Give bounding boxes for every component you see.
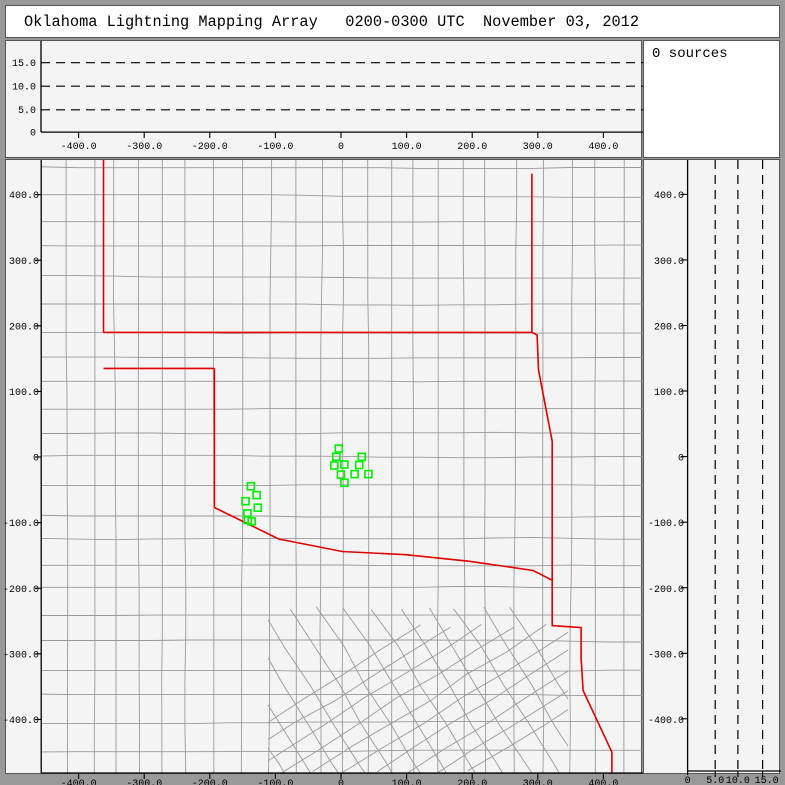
svg-text:-300.0: -300.0 bbox=[648, 650, 684, 661]
svg-text:-400.0: -400.0 bbox=[3, 716, 39, 727]
svg-text:-200.0: -200.0 bbox=[192, 779, 228, 785]
svg-text:0: 0 bbox=[685, 776, 691, 785]
svg-text:-100.0: -100.0 bbox=[257, 142, 293, 153]
svg-text:-300.0: -300.0 bbox=[126, 142, 162, 153]
svg-text:-100.0: -100.0 bbox=[257, 779, 293, 785]
svg-text:200.0: 200.0 bbox=[654, 322, 684, 333]
svg-text:10.0: 10.0 bbox=[726, 776, 750, 785]
svg-text:-400.0: -400.0 bbox=[648, 716, 684, 727]
svg-text:0: 0 bbox=[678, 454, 684, 465]
svg-text:400.0: 400.0 bbox=[588, 779, 618, 785]
svg-text:15.0: 15.0 bbox=[12, 59, 36, 70]
svg-text:-100.0: -100.0 bbox=[648, 519, 684, 530]
svg-text:300.0: 300.0 bbox=[9, 257, 39, 268]
svg-text:-200.0: -200.0 bbox=[3, 585, 39, 596]
svg-text:200.0: 200.0 bbox=[457, 142, 487, 153]
svg-text:200.0: 200.0 bbox=[457, 779, 487, 785]
svg-text:-400.0: -400.0 bbox=[61, 142, 97, 153]
svg-text:0: 0 bbox=[338, 142, 344, 153]
svg-text:-400.0: -400.0 bbox=[61, 779, 97, 785]
svg-text:100.0: 100.0 bbox=[654, 388, 684, 399]
svg-text:5.0: 5.0 bbox=[706, 776, 724, 785]
svg-text:100.0: 100.0 bbox=[9, 388, 39, 399]
svg-text:-100.0: -100.0 bbox=[3, 519, 39, 530]
svg-text:-200.0: -200.0 bbox=[192, 142, 228, 153]
svg-text:10.0: 10.0 bbox=[12, 83, 36, 94]
svg-text:0: 0 bbox=[338, 779, 344, 785]
svg-text:400.0: 400.0 bbox=[9, 191, 39, 202]
svg-text:300.0: 300.0 bbox=[654, 257, 684, 268]
svg-text:400.0: 400.0 bbox=[654, 191, 684, 202]
svg-text:100.0: 100.0 bbox=[392, 142, 422, 153]
svg-text:-300.0: -300.0 bbox=[3, 650, 39, 661]
svg-text:5.0: 5.0 bbox=[18, 106, 36, 117]
svg-text:300.0: 300.0 bbox=[523, 779, 553, 785]
svg-text:0: 0 bbox=[33, 454, 39, 465]
svg-text:-200.0: -200.0 bbox=[648, 585, 684, 596]
svg-text:200.0: 200.0 bbox=[9, 322, 39, 333]
svg-text:300.0: 300.0 bbox=[523, 142, 553, 153]
svg-text:15.0: 15.0 bbox=[755, 776, 779, 785]
svg-text:-300.0: -300.0 bbox=[126, 779, 162, 785]
svg-text:400.0: 400.0 bbox=[588, 142, 618, 153]
svg-text:0: 0 bbox=[30, 129, 36, 140]
svg-text:100.0: 100.0 bbox=[392, 779, 422, 785]
